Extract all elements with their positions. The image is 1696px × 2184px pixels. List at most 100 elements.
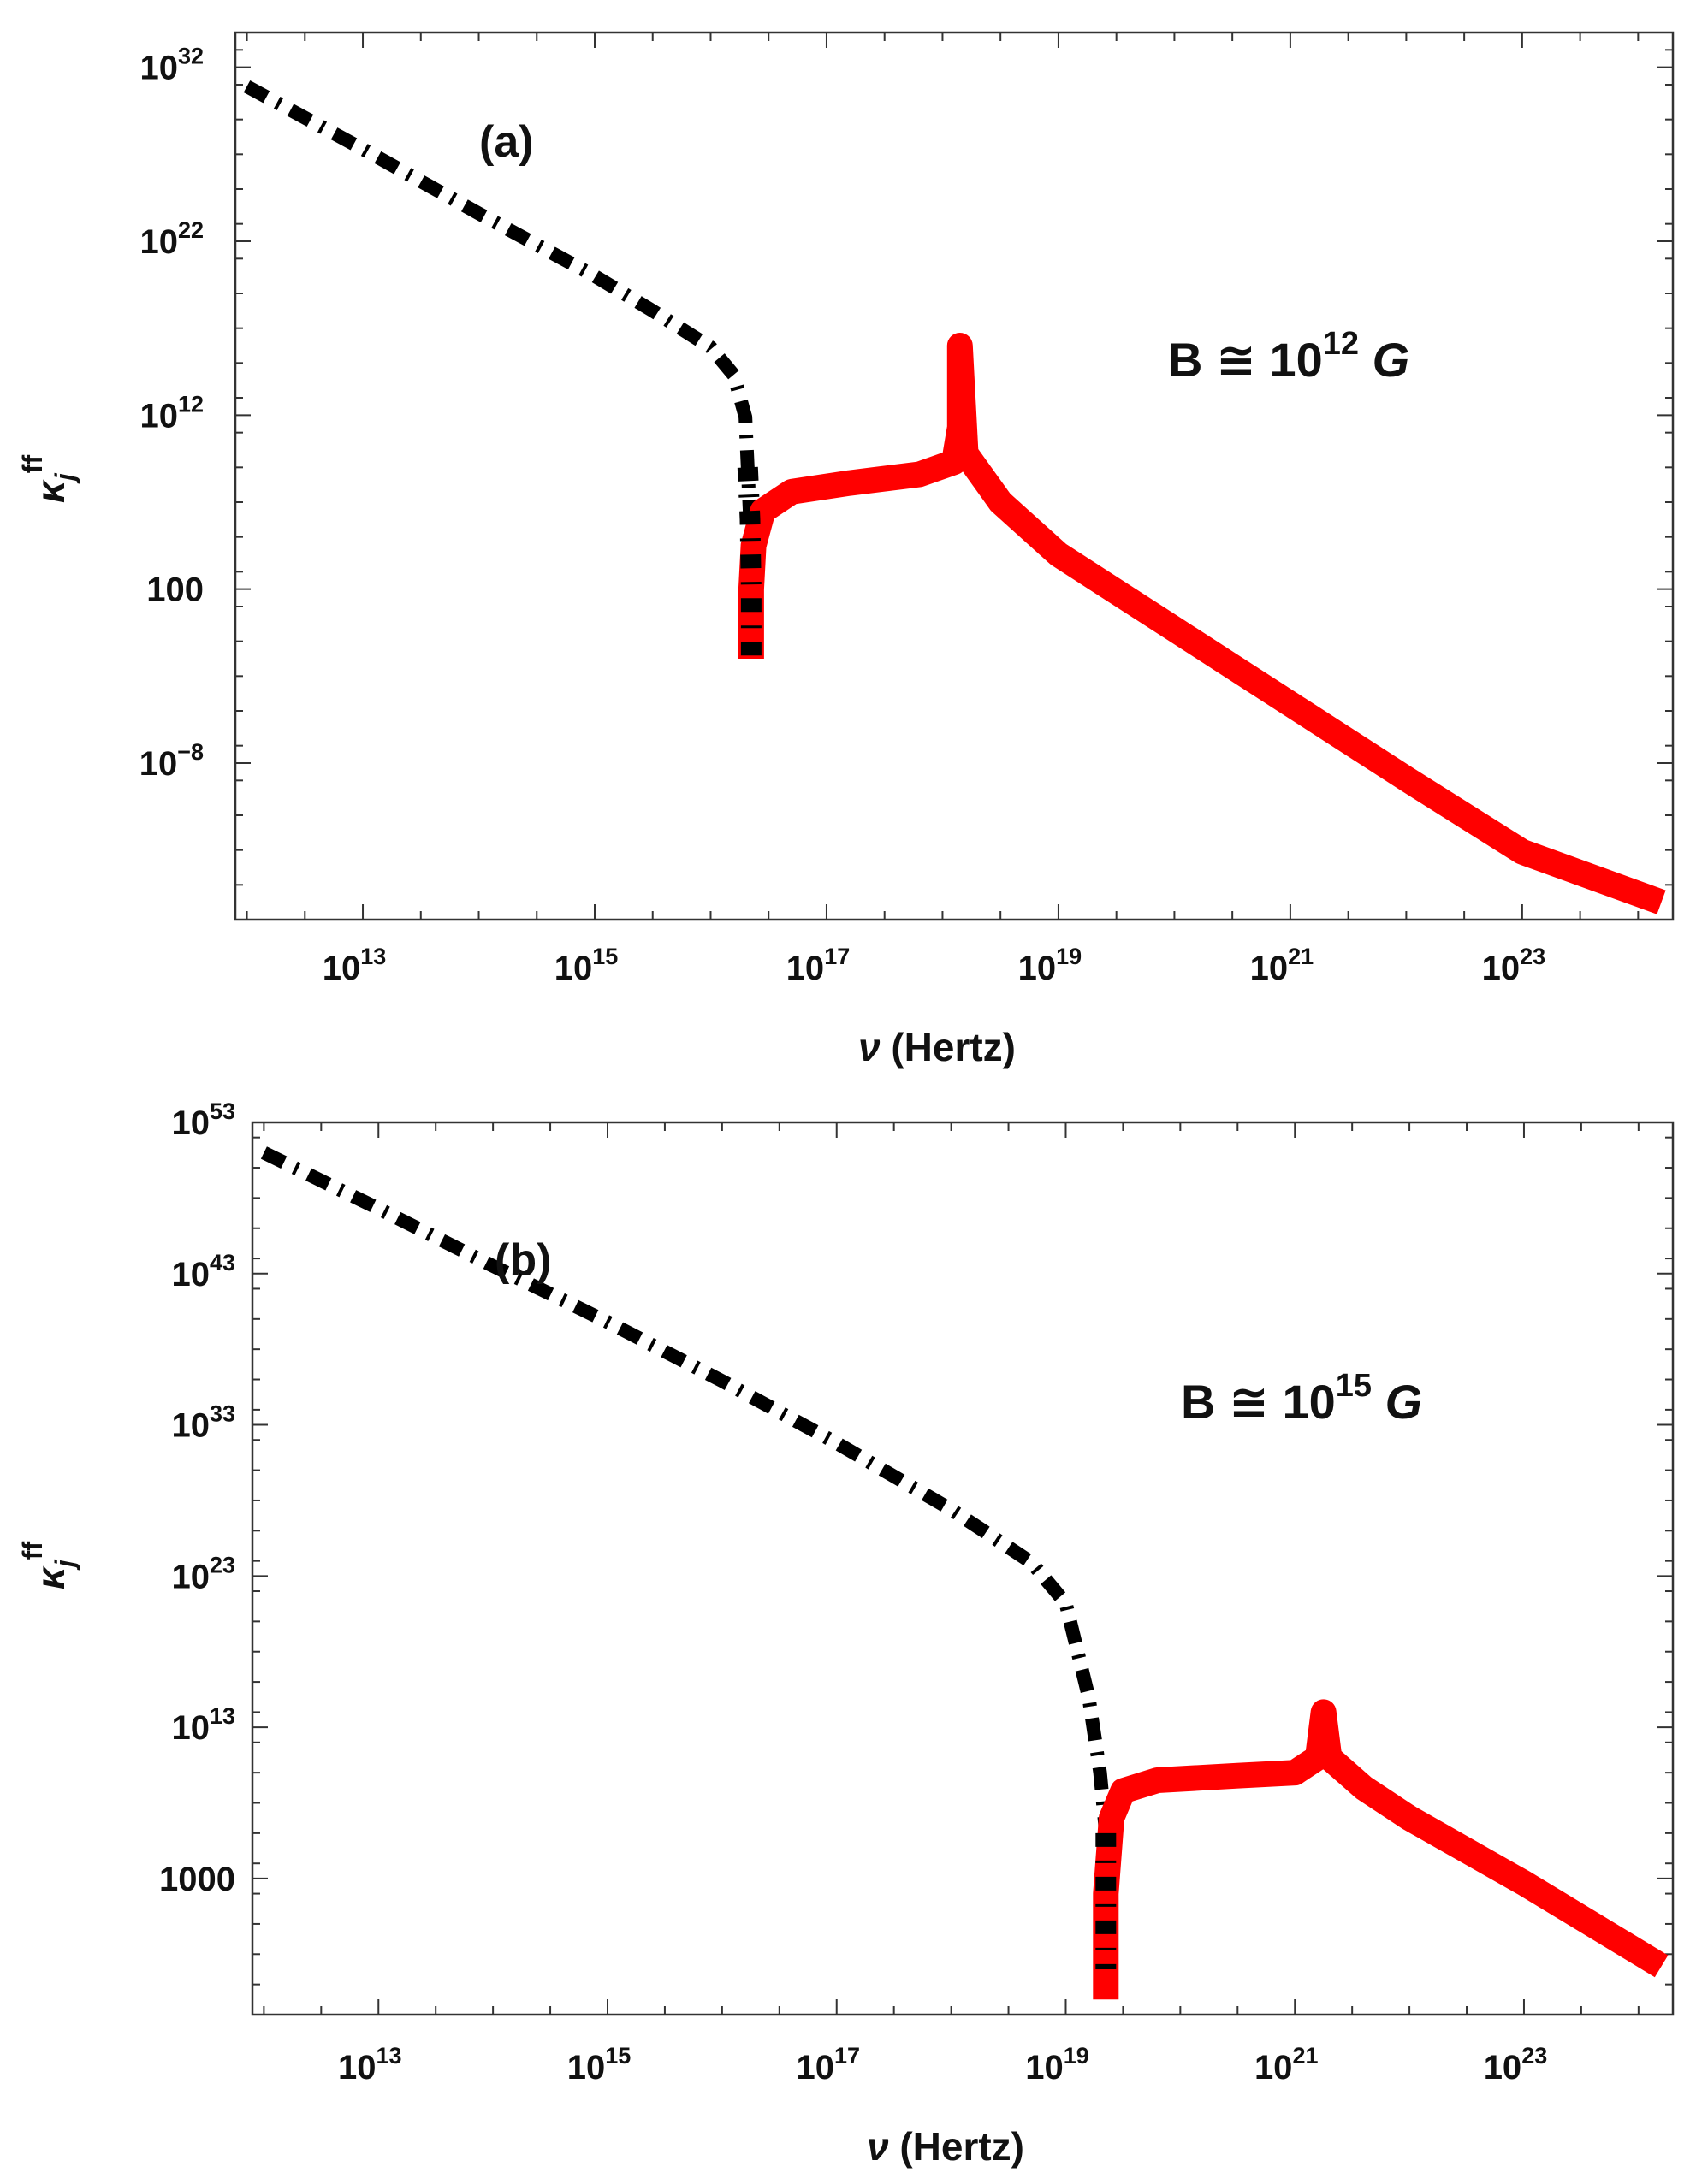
y-tick-base: 10 bbox=[139, 397, 178, 435]
y-tick-label: 100 bbox=[146, 571, 204, 609]
y-tick-label: 1022 bbox=[139, 217, 204, 261]
x-tick-exponent: 15 bbox=[605, 2043, 631, 2069]
x-tick-base: 10 bbox=[1254, 2049, 1293, 2086]
x-tick-base: 10 bbox=[1482, 950, 1521, 987]
x-tick-exponent: 17 bbox=[834, 2043, 860, 2069]
y-tick-exponent: 32 bbox=[178, 44, 204, 69]
x-tick-label: 1015 bbox=[554, 944, 619, 987]
y-tick-label: 10−8 bbox=[139, 739, 204, 783]
x-tick-label: 1023 bbox=[1482, 944, 1546, 987]
y-tick-exponent: 43 bbox=[210, 1250, 235, 1275]
y-tick-base: 10 bbox=[171, 1256, 210, 1293]
y-axis-subscript: j bbox=[50, 472, 80, 484]
y-tick-exponent: 22 bbox=[178, 217, 204, 243]
y-tick-label: 1033 bbox=[171, 1401, 235, 1445]
x-axis-text: (Hertz) bbox=[881, 1025, 1016, 1069]
y-axis-symbol: κ bbox=[28, 479, 73, 503]
x-tick-base: 10 bbox=[554, 950, 593, 987]
x-tick-label: 1023 bbox=[1484, 2043, 1548, 2086]
x-tick-label: 1019 bbox=[1018, 944, 1082, 987]
y-tick-exponent: 23 bbox=[210, 1552, 235, 1577]
y-tick-base: 100 bbox=[146, 571, 204, 609]
x-tick-base: 10 bbox=[338, 2049, 377, 2086]
chart-panel: 1013 1015 1017 1019 1021 10231000101310231033… bbox=[17, 1098, 1675, 2169]
series-line-dashdot bbox=[260, 1146, 1113, 1969]
series-line-dashdot bbox=[243, 80, 758, 659]
y-tick-exponent: 13 bbox=[210, 1703, 235, 1729]
x-tick-base: 10 bbox=[1018, 950, 1057, 987]
y-axis-superscript: ff bbox=[17, 1542, 48, 1560]
y-tick-base: 10 bbox=[171, 1407, 210, 1445]
field-annotation-unit: G bbox=[1359, 333, 1409, 387]
series-line-solid bbox=[1093, 1699, 1669, 2000]
x-tick-exponent: 19 bbox=[1056, 944, 1082, 969]
x-tick-exponent: 23 bbox=[1520, 944, 1545, 969]
panel-label: (a) bbox=[479, 117, 534, 167]
y-tick-exponent: −8 bbox=[177, 739, 204, 765]
y-tick-exponent: 33 bbox=[210, 1401, 235, 1427]
field-annotation-base: B ≅ 10 bbox=[1181, 1375, 1336, 1429]
x-tick-base: 10 bbox=[1250, 950, 1289, 987]
x-tick-exponent: 21 bbox=[1292, 2043, 1318, 2069]
x-tick-base: 10 bbox=[323, 950, 361, 987]
x-tick-label: 1021 bbox=[1250, 944, 1314, 987]
x-axis-title: ν (Hertz) bbox=[867, 2124, 1024, 2169]
field-annotation-exponent: 15 bbox=[1336, 1368, 1372, 1404]
y-tick-base: 10 bbox=[171, 1104, 210, 1142]
x-tick-label: 1017 bbox=[796, 2043, 860, 2086]
field-annotation: B ≅ 1012 G bbox=[1168, 326, 1409, 387]
x-axis-title: ν (Hertz) bbox=[858, 1025, 1016, 1069]
y-tick-exponent: 53 bbox=[210, 1098, 235, 1124]
y-axis-title: κjff bbox=[17, 1542, 80, 1590]
y-tick-label: 1032 bbox=[139, 44, 204, 87]
y-tick-label: 1012 bbox=[139, 391, 204, 435]
field-annotation-unit: G bbox=[1372, 1375, 1422, 1429]
series-line-solid bbox=[738, 333, 1666, 914]
x-tick-base: 10 bbox=[796, 2049, 834, 2086]
x-tick-base: 10 bbox=[1025, 2049, 1064, 2086]
x-axis-symbol: ν bbox=[867, 2124, 889, 2169]
plot-frame bbox=[251, 1121, 1675, 2016]
x-axis-text: (Hertz) bbox=[889, 2124, 1024, 2169]
x-tick-exponent: 17 bbox=[824, 944, 850, 969]
x-tick-label: 1019 bbox=[1025, 2043, 1089, 2086]
y-tick-base: 10 bbox=[139, 745, 178, 783]
x-tick-exponent: 23 bbox=[1521, 2043, 1547, 2069]
x-tick-label: 1013 bbox=[338, 2043, 402, 2086]
y-tick-base: 10 bbox=[139, 223, 178, 261]
y-tick-label: 1023 bbox=[171, 1552, 235, 1595]
plot-frame bbox=[234, 31, 1675, 921]
y-tick-label: 1000 bbox=[159, 1861, 235, 1898]
x-axis-symbol: ν bbox=[858, 1025, 881, 1069]
y-tick-base: 1000 bbox=[159, 1861, 235, 1898]
x-tick-base: 10 bbox=[1484, 2049, 1522, 2086]
y-tick-label: 1043 bbox=[171, 1250, 235, 1293]
x-tick-label: 1015 bbox=[567, 2043, 632, 2086]
y-tick-base: 10 bbox=[139, 50, 178, 87]
y-tick-label: 1013 bbox=[171, 1703, 235, 1747]
field-annotation-exponent: 12 bbox=[1323, 326, 1359, 362]
y-axis-superscript: ff bbox=[17, 455, 48, 474]
x-tick-base: 10 bbox=[786, 950, 825, 987]
x-tick-base: 10 bbox=[567, 2049, 606, 2086]
panel-label: (b) bbox=[495, 1235, 551, 1285]
x-tick-label: 1021 bbox=[1254, 2043, 1319, 2086]
x-tick-exponent: 15 bbox=[592, 944, 618, 969]
x-tick-exponent: 13 bbox=[360, 944, 386, 969]
chart-panel: 1013 1015 1017 1019 1021 102310−8100101210221… bbox=[17, 31, 1675, 1069]
field-annotation-base: B ≅ 10 bbox=[1168, 333, 1323, 387]
x-tick-label: 1017 bbox=[786, 944, 851, 987]
x-tick-exponent: 13 bbox=[376, 2043, 401, 2069]
y-tick-base: 10 bbox=[171, 1558, 210, 1595]
y-axis-title: κjff bbox=[17, 455, 80, 504]
y-axis-subscript: j bbox=[50, 1559, 80, 1571]
field-annotation: B ≅ 1015 G bbox=[1181, 1368, 1422, 1429]
x-tick-exponent: 19 bbox=[1064, 2043, 1089, 2069]
y-tick-exponent: 12 bbox=[178, 391, 204, 417]
x-tick-label: 1013 bbox=[323, 944, 387, 987]
x-tick-exponent: 21 bbox=[1288, 944, 1314, 969]
y-tick-label: 1053 bbox=[171, 1098, 235, 1142]
y-tick-base: 10 bbox=[171, 1709, 210, 1747]
y-axis-symbol: κ bbox=[28, 1565, 73, 1589]
